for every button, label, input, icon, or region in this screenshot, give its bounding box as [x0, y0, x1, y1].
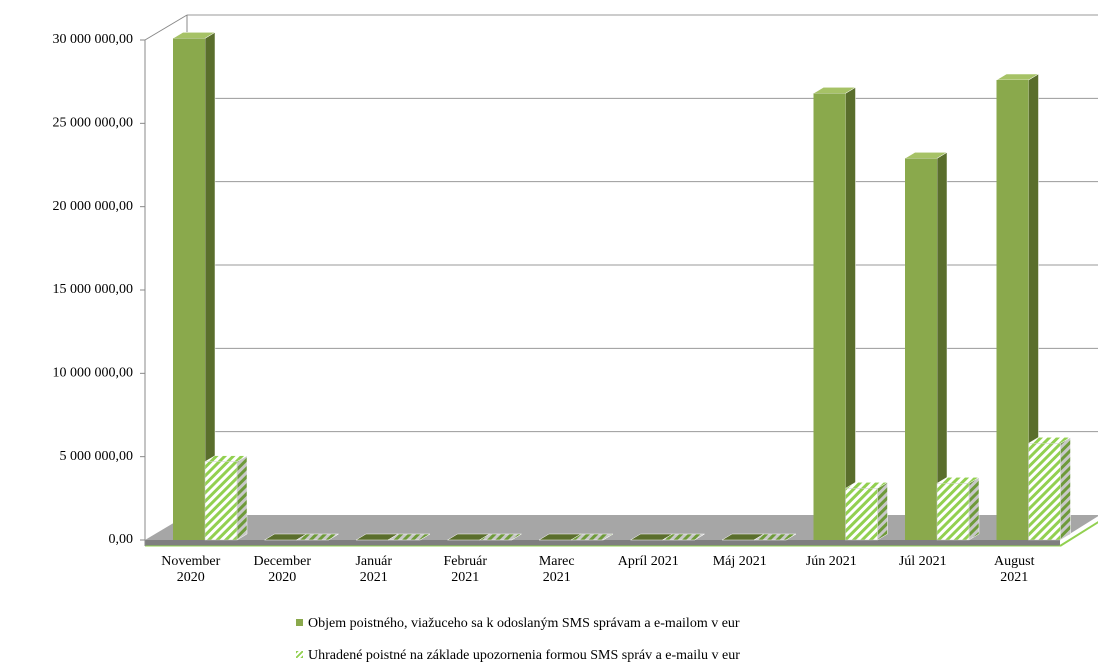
y-tick-label: 30 000 000,00 [53, 32, 134, 47]
x-tick-label: Marec 2021 [538, 554, 575, 585]
legend-label: Uhradené poistné na základe upozornenia … [308, 648, 740, 663]
bar-top [478, 533, 523, 541]
legend-swatch [296, 651, 303, 658]
legend-swatch [296, 619, 303, 626]
legend-entry: Objem poistného, viažuceho sa k odoslaný… [296, 616, 740, 632]
bar-side [236, 455, 248, 541]
x-tick-label: Jún 2021 [805, 554, 857, 569]
wall-edge [144, 14, 188, 41]
floor-edge [145, 540, 1060, 546]
legend-entry: Uhradené poistné na základe upozornenia … [296, 648, 740, 664]
x-tick-label: December 2020 [253, 554, 312, 585]
bar-top [661, 533, 706, 541]
bar-side [1060, 436, 1071, 541]
bar-top [387, 533, 431, 541]
y-tick-label: 5 000 000,00 [60, 449, 134, 464]
bar-top [753, 533, 797, 541]
bar [1028, 443, 1061, 541]
floor-edge [1059, 521, 1098, 547]
bar [813, 93, 846, 540]
y-tick-label: 20 000 000,00 [53, 199, 134, 214]
x-tick-label: Apríl 2021 [617, 554, 679, 569]
y-tick-label: 10 000 000,00 [53, 366, 134, 381]
x-tick-label: Máj 2021 [712, 554, 767, 569]
x-tick-label: August 2021 [994, 554, 1035, 585]
bar [845, 488, 878, 541]
x-tick-label: Júl 2021 [898, 554, 947, 569]
bar [173, 38, 205, 540]
bar [905, 158, 937, 541]
bar-top [295, 533, 340, 541]
bar [936, 483, 970, 541]
y-tick-label: 15 000 000,00 [53, 282, 134, 297]
bar-side [968, 476, 980, 541]
y-tick-label: 25 000 000,00 [53, 116, 134, 131]
bar [996, 80, 1029, 540]
x-tick-label: November 2020 [161, 554, 221, 585]
bar-side [877, 481, 888, 541]
bar-side [845, 86, 856, 541]
x-tick-label: Február 2021 [443, 554, 488, 585]
legend-label: Objem poistného, viažuceho sa k odoslaný… [308, 616, 740, 631]
bar-top [570, 533, 614, 541]
y-tick-label: 0,00 [109, 532, 134, 547]
bar [204, 461, 238, 541]
x-tick-label: Január 2021 [355, 554, 393, 585]
